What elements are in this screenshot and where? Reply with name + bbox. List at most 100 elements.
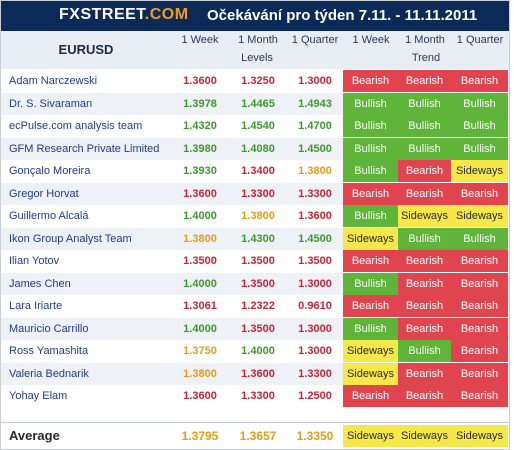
level-1-month: 1.4465 [241,97,275,110]
level-1-week: 1.3061 [183,300,217,312]
trend-1-quarter: Bearish [451,182,508,205]
level-1-quarter: 1.3300 [298,187,332,200]
table-row: Ross Yamashita 1.3750 1.4000 1.3000 Sideways… [1,340,509,362]
level-1-quarter: 1.4700 [298,120,332,132]
table-row: Yohay Elam 1.3600 1.3300 1.2500 Bearish Beari… [1,385,509,407]
level-1-month: 1.2322 [241,300,275,312]
analyst-name: Ikon Group Analyst Team [9,232,132,245]
trend-1-quarter: Bearish [451,295,508,317]
level-1-week: 1.3978 [183,97,217,110]
trend-1-week: Bullish [343,272,398,295]
trend-1-month: Bearish [398,182,451,205]
table-row: Lara Iriarte 1.3061 1.2322 0.9610 Bearish Bea… [1,295,509,317]
table-row: Guillermo Alcalá 1.4000 1.3800 1.3600 Bullis… [1,205,509,227]
average-1-month: 1.3657 [239,429,277,443]
analyst-name: Mauricio Carrillo [9,322,89,335]
trend-1-quarter: Bearish [451,385,508,407]
trend-1-month: Bullish [398,92,451,115]
trend-1-quarter: Bearish [451,250,508,272]
analyst-name: Gonçalo Moreira [9,165,91,177]
analyst-name: James Chen [9,277,71,290]
analyst-name: Gregor Horvat [9,187,79,200]
analyst-name: Lara Iriarte [9,300,63,312]
table-row: James Chen 1.4000 1.3500 1.3000 Bullish Beari… [1,272,509,295]
level-1-week: 1.3930 [183,165,217,177]
table-row: Adam Narczewski 1.3600 1.3250 1.3000 Bearish… [1,70,509,92]
trend-1-month: Bullish [398,227,451,250]
level-1-month: 1.3500 [241,255,275,267]
trend-1-quarter: Sideways [451,160,508,182]
trend-1-quarter: Bullish [451,115,508,137]
average-trend-1-quarter: Sideways [451,425,508,447]
trend-1-month: Bearish [398,70,451,92]
level-1-month: 1.4540 [241,120,275,132]
trend-group-label: Trend [411,52,441,64]
trend-1-week: Bearish [343,250,398,272]
level-1-quarter: 1.4500 [298,232,332,245]
trend-1-month: Bearish [398,362,451,385]
level-1-month: 1.4080 [241,142,275,155]
level-1-quarter: 1.3000 [298,345,332,357]
fxstreet-logo: FXSTREET.COM [59,6,189,23]
trend-1-week: Bearish [343,295,398,317]
table-row: Gregor Horvat 1.3600 1.3300 1.3300 Bearish Be… [1,182,509,205]
analyst-name: GFM Research Private Limited [9,142,160,155]
trend-1-week: Bullish [343,115,398,137]
level-1-month: 1.3500 [241,277,275,290]
level-1-week: 1.3500 [183,255,217,267]
level-1-quarter: 1.3500 [298,255,332,267]
trend-1-week: Bullish [343,92,398,115]
trend-1-quarter: Bullish [451,227,508,250]
table-row: Gonçalo Moreira 1.3930 1.3400 1.3800 Bullish… [1,160,509,182]
table-row: Dr. S. Sivaraman 1.3978 1.4465 1.4943 Bullis… [1,92,509,115]
level-1-month: 1.4300 [241,232,275,245]
table-row: ecPulse.com analysis team 1.4320 1.4540 1.4… [1,115,509,137]
level-1-month: 1.3250 [241,75,275,87]
analyst-name: ecPulse.com analysis team [9,120,143,132]
level-1-week: 1.3600 [183,187,217,200]
table-row: GFM Research Private Limited 1.3980 1.4080… [1,137,509,160]
title-bar: FXSTREET.COM Očekávání pro týden 7.11. -… [1,1,509,31]
trend-1-quarter: Bullish [451,92,508,115]
trend-1-month: Bullish [398,137,451,160]
trend-1-month: Bullish [398,115,451,137]
level-1-week: 1.3600 [183,390,217,402]
average-1-quarter: 1.3350 [296,429,334,443]
analyst-name: Guillermo Alcalá [9,210,89,222]
table-row: Valeria Bednarik 1.3800 1.3600 1.3300 Sidewa… [1,362,509,385]
level-1-quarter: 1.3300 [298,367,332,380]
levels-col-1-quarter: 1 Quarter [291,34,339,46]
table-row: Ikon Group Analyst Team 1.3800 1.4300 1.450… [1,227,509,250]
average-trend-1-week: Sideways [343,425,398,447]
trend-1-quarter: Bearish [451,317,508,340]
currency-pair-label: EURUSD [58,42,114,57]
trend-1-quarter: Sideways [451,205,508,227]
average-label: Average [9,428,60,443]
level-1-week: 1.3800 [183,232,217,245]
level-1-month: 1.3400 [241,165,275,177]
trend-1-week: Bearish [343,385,398,407]
analyst-name: Ross Yamashita [9,345,89,357]
trend-1-month: Bearish [398,272,451,295]
analyst-name: Ilian Yotov [9,255,60,267]
level-1-quarter: 0.9610 [298,300,332,312]
level-1-quarter: 1.3000 [298,277,332,290]
average-trend-1-month: Sideways [398,425,451,447]
level-1-week: 1.3980 [183,142,217,155]
analyst-name: Dr. S. Sivaraman [9,97,93,110]
trend-1-week: Bearish [343,70,398,92]
levels-col-1-month: 1 Month [238,34,278,46]
level-1-month: 1.3800 [241,210,275,222]
trend-col-1-quarter: 1 Quarter [456,34,504,46]
level-1-month: 1.4000 [241,345,275,357]
trend-col-1-month: 1 Month [405,34,445,46]
trend-1-quarter: Bearish [451,340,508,362]
analyst-name: Adam Narczewski [9,75,98,87]
trend-1-week: Bullish [343,205,398,227]
level-1-month: 1.3300 [241,390,275,402]
trend-1-month: Bearish [398,250,451,272]
level-1-week: 1.3750 [183,345,217,357]
level-1-quarter: 1.4500 [298,142,332,155]
analyst-name: Yohay Elam [9,390,68,402]
